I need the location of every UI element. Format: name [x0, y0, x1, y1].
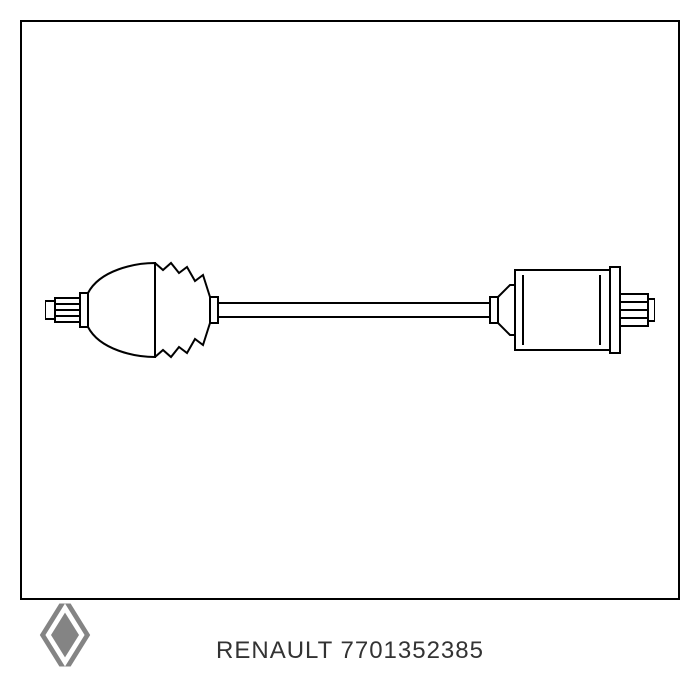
- right-stub: [620, 294, 655, 326]
- left-cv-boot: [80, 263, 218, 357]
- diagram-area: [20, 20, 680, 600]
- right-joint-housing: [490, 267, 620, 353]
- brand-name: RENAULT: [216, 637, 333, 664]
- drive-shaft-drawing: [45, 245, 655, 375]
- brand-part-label: RENAULT 7701352385: [216, 637, 484, 665]
- renault-diamond-icon: [30, 600, 100, 670]
- part-number: 7701352385: [341, 637, 484, 664]
- left-spline: [45, 298, 80, 322]
- central-shaft: [218, 303, 490, 317]
- brand-logo: [30, 600, 100, 670]
